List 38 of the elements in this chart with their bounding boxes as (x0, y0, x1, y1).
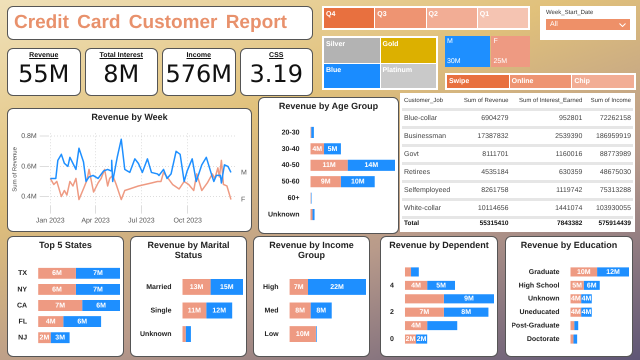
text: Credit Card Customer Report (14, 12, 287, 34)
bar (310, 176, 341, 188)
bar (404, 267, 412, 276)
bar (310, 160, 348, 171)
bar (444, 308, 488, 317)
bar (182, 302, 206, 318)
text: 8M (103, 60, 140, 88)
bar (411, 267, 419, 276)
chart-title: Revenue by Education (520, 240, 618, 250)
chart-title: Revenue by Age Group (278, 101, 378, 111)
bar (182, 326, 186, 342)
bar (210, 279, 243, 295)
bar (63, 316, 102, 328)
chart-title: Revenue by Week (91, 112, 168, 122)
bar (308, 279, 366, 295)
bar (404, 294, 444, 304)
text: 55M (18, 60, 70, 88)
bar (311, 126, 314, 138)
text: 3.19 (250, 60, 303, 88)
bar (444, 294, 494, 304)
bar (82, 300, 120, 311)
bar (348, 160, 395, 171)
bar (186, 326, 191, 342)
bar (570, 334, 574, 344)
bar (573, 334, 578, 344)
bar (570, 321, 574, 330)
bar (427, 321, 458, 330)
bar (76, 284, 120, 295)
bar (38, 300, 82, 311)
chart-title: Revenue by Marital Status (147, 240, 230, 260)
text: 576M (165, 60, 232, 88)
bar (310, 209, 313, 220)
bar (404, 308, 444, 317)
chart-title: Top 5 States (39, 240, 92, 250)
chart-title: Revenue by Income Group (269, 240, 354, 260)
bar (574, 321, 578, 330)
bar (38, 284, 76, 295)
chart-title: Revenue by Dependent (389, 240, 489, 250)
